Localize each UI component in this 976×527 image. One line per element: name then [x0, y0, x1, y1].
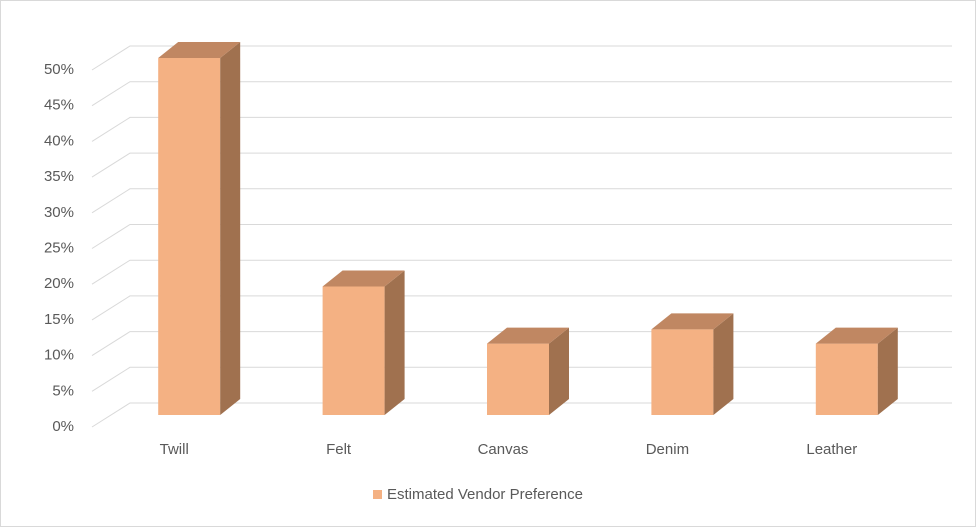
- bar-top: [322, 270, 405, 287]
- grid-line: [91, 45, 952, 71]
- y-tick-label: 25%: [44, 239, 74, 256]
- y-tick-label: 40%: [44, 132, 74, 149]
- grid-line: [91, 152, 952, 178]
- bar-side: [877, 327, 898, 415]
- legend-swatch: [373, 490, 382, 499]
- y-tick-label: 35%: [44, 168, 74, 185]
- y-tick-label: 10%: [44, 347, 74, 364]
- x-tick-label: Leather: [806, 441, 857, 458]
- y-tick-label: 45%: [44, 97, 74, 114]
- x-tick-label: Denim: [646, 441, 689, 458]
- y-tick-label: 50%: [44, 61, 74, 78]
- grid-line: [91, 81, 952, 107]
- legend-label: Estimated Vendor Preference: [387, 486, 583, 503]
- grid-line: [91, 259, 952, 285]
- bar-front: [487, 343, 549, 415]
- bar-front: [322, 286, 385, 415]
- x-tick-label: Canvas: [478, 441, 529, 458]
- y-tick-label: 5%: [52, 382, 74, 399]
- bar-top: [487, 327, 569, 344]
- bar-side: [220, 42, 241, 415]
- bar-front: [158, 58, 221, 415]
- grid-line: [91, 116, 952, 142]
- grid-line: [91, 295, 952, 321]
- x-tick-label: Twill: [160, 441, 189, 458]
- y-tick-label: 0%: [52, 418, 74, 435]
- y-tick-label: 20%: [44, 275, 74, 292]
- bar-top: [815, 327, 898, 344]
- bar-side: [549, 327, 569, 415]
- x-tick-label: Felt: [326, 441, 352, 458]
- bar-front: [651, 329, 714, 415]
- grid-line: [91, 224, 952, 249]
- bar-front: [815, 343, 878, 415]
- bar-top: [651, 313, 734, 330]
- y-tick-label: 30%: [44, 204, 74, 221]
- y-tick-label: 15%: [44, 311, 74, 328]
- bar-side: [384, 270, 405, 415]
- bar-top: [158, 42, 241, 58]
- bar-side: [713, 313, 734, 415]
- grid-line: [91, 188, 952, 214]
